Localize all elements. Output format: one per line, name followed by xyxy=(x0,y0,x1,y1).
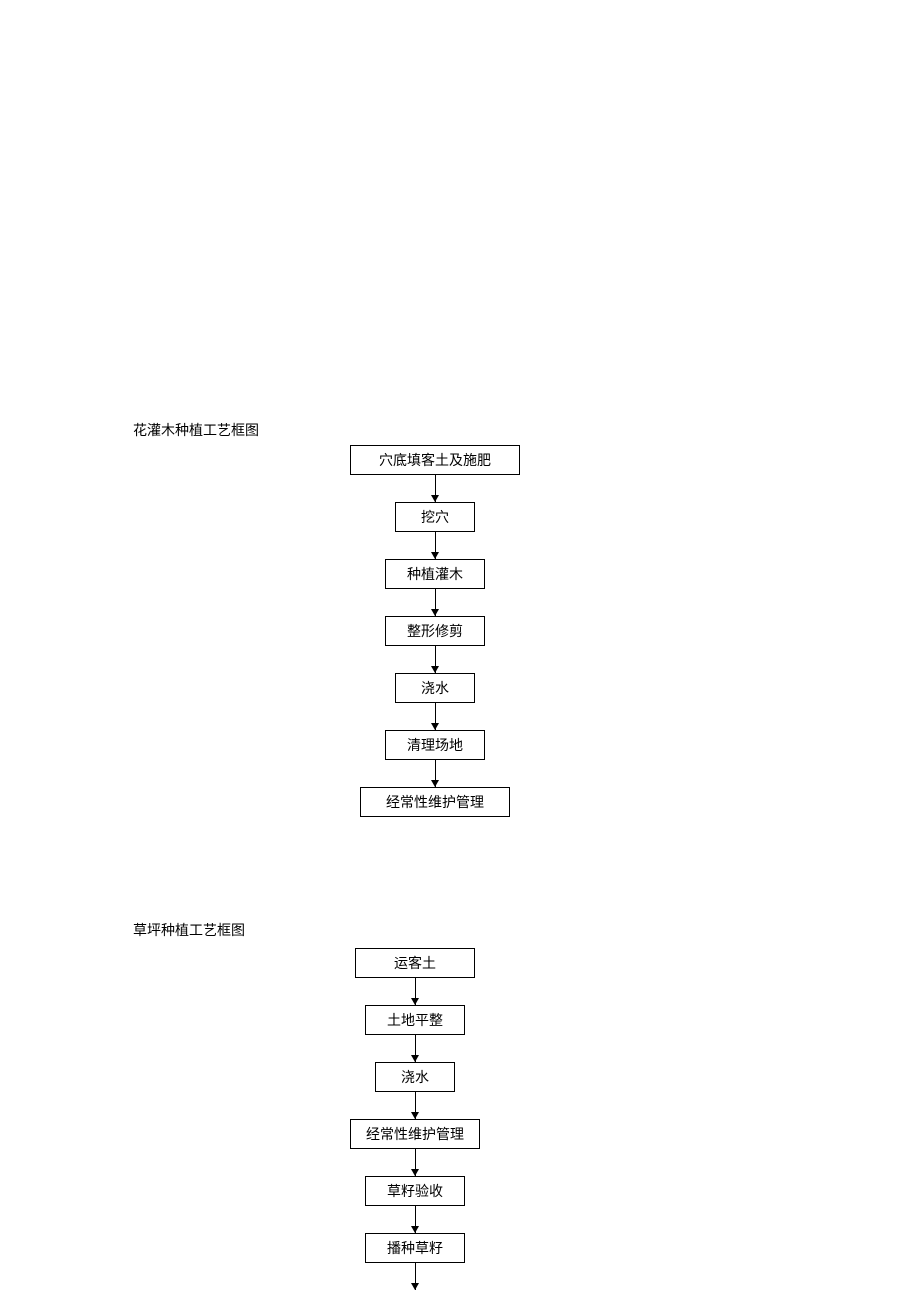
flowchart-1: 穴底填客土及施肥 挖穴 种植灌木 整形修剪 浇水 清理场地 经常性维护管理 xyxy=(350,445,520,817)
node-1-5: 清理场地 xyxy=(385,730,485,760)
node-1-4: 浇水 xyxy=(395,673,475,703)
connector-1-3 xyxy=(435,646,436,673)
connector-1-0 xyxy=(435,475,436,502)
connector-1-2 xyxy=(435,589,436,616)
connector-2-5 xyxy=(415,1263,416,1290)
connector-2-2 xyxy=(415,1092,416,1119)
connector-2-1 xyxy=(415,1035,416,1062)
connector-1-5 xyxy=(435,760,436,787)
node-2-5: 播种草籽 xyxy=(365,1233,465,1263)
node-2-1: 土地平整 xyxy=(365,1005,465,1035)
node-2-3: 经常性维护管理 xyxy=(350,1119,480,1149)
node-1-6: 经常性维护管理 xyxy=(360,787,510,817)
connector-1-4 xyxy=(435,703,436,730)
node-1-2: 种植灌木 xyxy=(385,559,485,589)
connector-2-4 xyxy=(415,1206,416,1233)
node-2-0: 运客土 xyxy=(355,948,475,978)
node-2-4: 草籽验收 xyxy=(365,1176,465,1206)
node-1-3: 整形修剪 xyxy=(385,616,485,646)
section2-title: 草坪种植工艺框图 xyxy=(133,920,245,940)
node-1-1: 挖穴 xyxy=(395,502,475,532)
flowchart-2: 运客土 土地平整 浇水 经常性维护管理 草籽验收 播种草籽 xyxy=(350,948,480,1290)
node-1-0: 穴底填客土及施肥 xyxy=(350,445,520,475)
connector-1-1 xyxy=(435,532,436,559)
node-2-2: 浇水 xyxy=(375,1062,455,1092)
connector-2-3 xyxy=(415,1149,416,1176)
connector-2-0 xyxy=(415,978,416,1005)
section1-title: 花灌木种植工艺框图 xyxy=(133,420,259,440)
